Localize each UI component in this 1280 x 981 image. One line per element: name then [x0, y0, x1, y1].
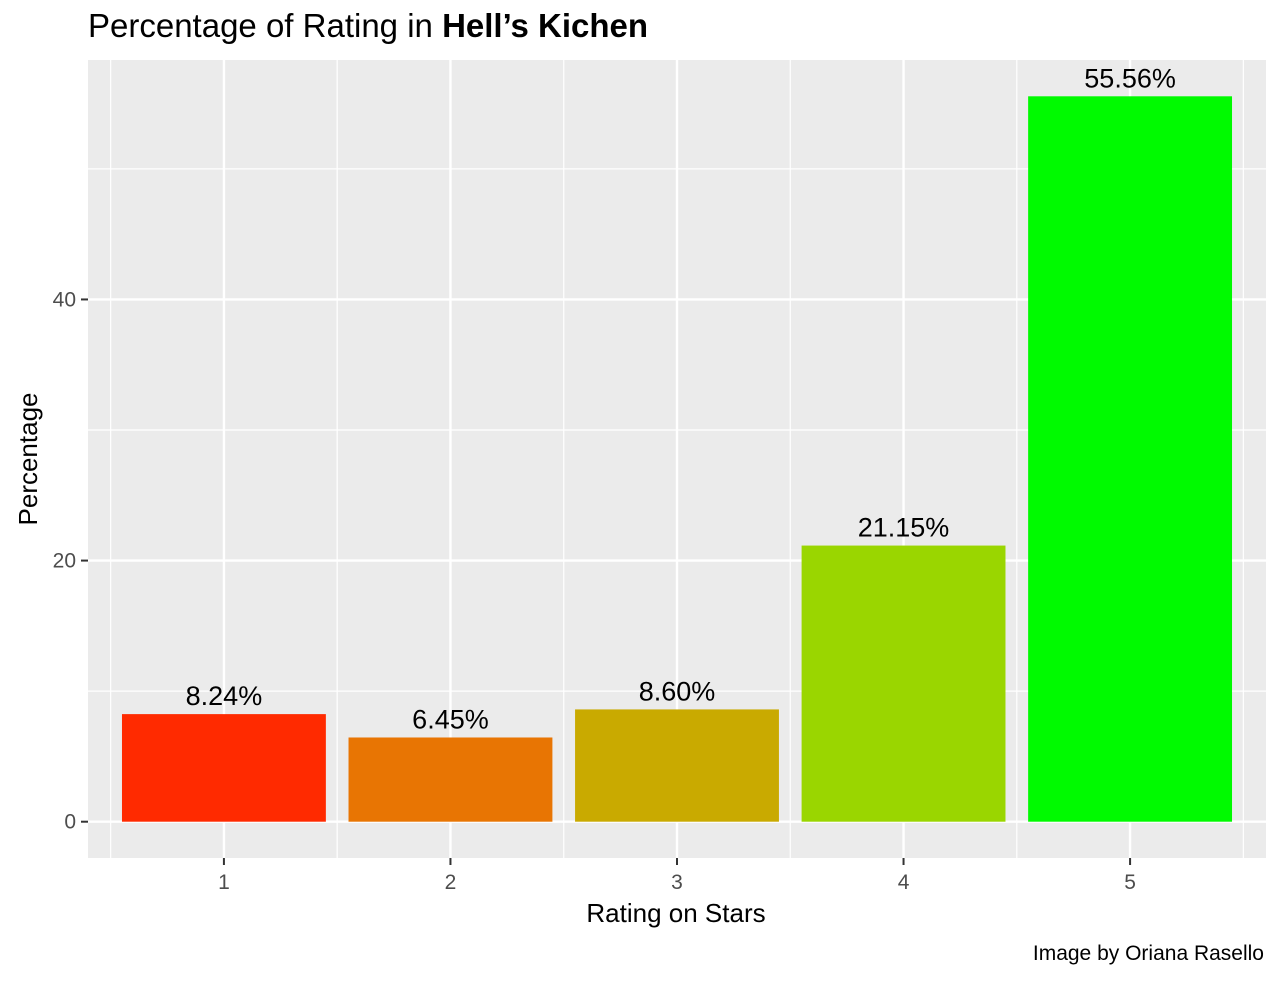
chart-title-emphasis: Hell’s Kichen — [442, 7, 648, 44]
data-label-rating-2: 6.45% — [412, 704, 489, 734]
chart-title-prefix: Percentage of Rating in — [88, 7, 442, 44]
data-label-rating-5: 55.56% — [1084, 63, 1176, 93]
bar-rating-3 — [575, 709, 779, 822]
y-axis-title: Percentage — [13, 393, 43, 526]
x-tick-label: 5 — [1124, 871, 1136, 894]
y-tick-label: 0 — [64, 811, 76, 834]
bar-rating-2 — [348, 737, 553, 822]
data-label-rating-4: 21.15% — [858, 513, 950, 543]
chart-title: Percentage of Rating in Hell’s Kichen — [88, 7, 648, 44]
bars — [121, 96, 1233, 822]
x-tick-label: 3 — [671, 871, 683, 894]
x-tick-label: 4 — [898, 871, 910, 894]
x-tick-label: 1 — [218, 871, 230, 894]
y-tick-label: 20 — [53, 550, 76, 573]
data-labels: 8.24% 6.45% 8.60% 21.15% 55.56% — [186, 63, 1176, 734]
x-axis: 1 2 3 4 5 — [218, 858, 1136, 894]
y-tick-label: 40 — [53, 288, 76, 311]
bar-rating-5 — [1028, 96, 1233, 822]
image-caption: Image by Oriana Rasello — [1033, 942, 1264, 965]
data-label-rating-1: 8.24% — [186, 681, 263, 711]
y-axis: 0 20 40 — [53, 288, 88, 834]
x-tick-label: 2 — [445, 871, 457, 894]
bar-rating-1 — [121, 714, 326, 822]
bar-rating-4 — [801, 545, 1006, 822]
data-label-rating-3: 8.60% — [639, 676, 716, 706]
x-axis-title: Rating on Stars — [586, 898, 765, 928]
